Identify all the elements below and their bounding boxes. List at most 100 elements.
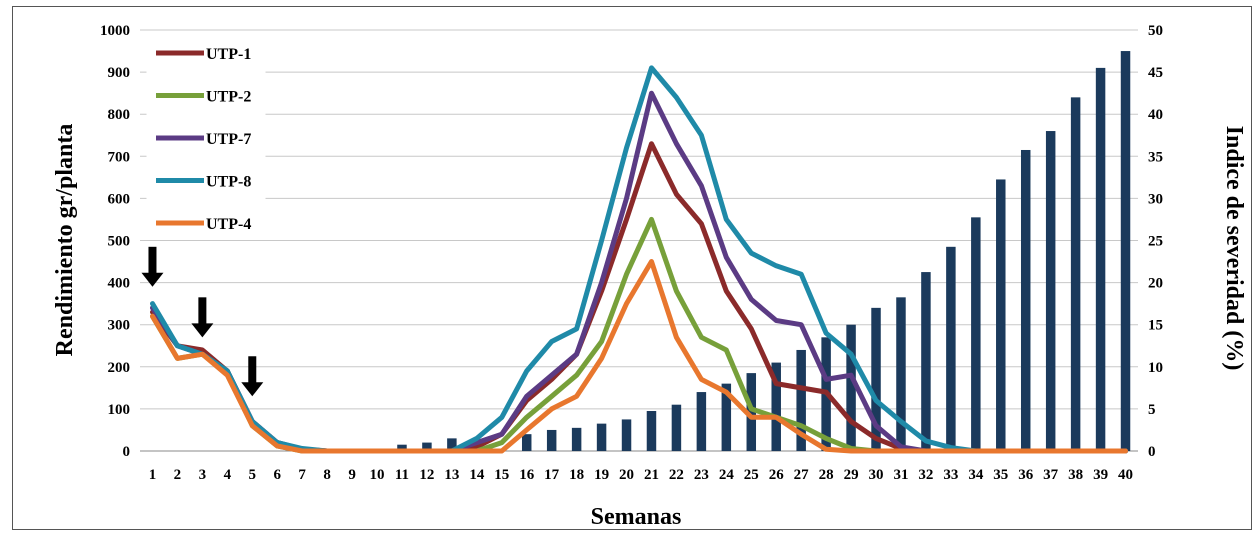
bar-series <box>397 51 1131 452</box>
x-tick-label: 12 <box>419 467 434 483</box>
bar <box>521 434 532 451</box>
arrow-head <box>241 382 264 397</box>
x-tick-label: 18 <box>569 467 584 483</box>
x-tick-label: 37 <box>1043 467 1059 483</box>
y-right-tick-label: 35 <box>1148 149 1163 165</box>
arrow-shaft <box>198 297 207 325</box>
x-tick-label: 35 <box>993 467 1008 483</box>
bar <box>596 423 607 451</box>
x-tick-label: 10 <box>370 467 385 483</box>
bar <box>1095 67 1106 451</box>
x-axis-title: Semanas <box>591 504 682 530</box>
y-right-tick-label: 25 <box>1148 234 1163 250</box>
x-tick-label: 9 <box>348 467 356 483</box>
legend-label: UTP-7 <box>206 131 251 148</box>
y-left-tick-label: 0 <box>123 444 131 460</box>
bar <box>447 438 457 451</box>
y-right-tick-label: 0 <box>1148 444 1156 460</box>
y-left-tick-label: 400 <box>108 276 131 292</box>
y-left-tick-label: 1000 <box>100 23 130 39</box>
bar <box>571 427 582 451</box>
x-tick-label: 23 <box>694 467 709 483</box>
x-tick-label: 36 <box>1018 467 1034 483</box>
y-axis-left: 0 100 200 300 400 500 600 700 800 900 1000 <box>100 23 130 460</box>
bar <box>946 246 956 451</box>
x-tick-label: 5 <box>249 467 257 483</box>
legend: UTP-1 UTP-2 UTP-7 UTP-8 UTP-4 <box>146 33 266 240</box>
x-tick-label: 29 <box>844 467 859 483</box>
x-tick-label: 7 <box>298 467 306 483</box>
y-right-tick-label: 30 <box>1148 191 1163 207</box>
x-tick-label: 38 <box>1068 467 1083 483</box>
down-arrow-icon <box>191 297 214 338</box>
bar <box>671 404 682 451</box>
line-series <box>150 65 1128 454</box>
x-tick-label: 26 <box>769 467 785 483</box>
y-right-tick-label: 50 <box>1148 23 1163 39</box>
y-right-tick-label: 20 <box>1148 276 1163 292</box>
bar <box>621 419 632 451</box>
x-tick-label: 8 <box>323 467 331 483</box>
x-tick-label: 32 <box>918 467 933 483</box>
y-right-tick-label: 40 <box>1148 107 1163 123</box>
x-tick-label: 33 <box>943 467 958 483</box>
x-tick-label: 39 <box>1093 467 1108 483</box>
arrow-head <box>141 272 164 287</box>
x-tick-label: 20 <box>619 467 634 483</box>
x-tick-label: 21 <box>644 467 659 483</box>
arrow-shaft <box>148 246 157 274</box>
chart-frame <box>12 6 1252 530</box>
y-left-tick-label: 600 <box>108 191 131 207</box>
bar <box>696 392 707 451</box>
down-arrow-icon <box>141 246 164 287</box>
bar <box>846 324 856 451</box>
bar <box>1045 131 1056 452</box>
bar <box>1020 149 1031 452</box>
bar <box>397 444 407 451</box>
bar <box>971 217 981 451</box>
x-tick-label: 31 <box>893 467 908 483</box>
x-tick-label: 16 <box>519 467 535 483</box>
x-tick-label: 11 <box>395 467 409 483</box>
x-tick-label: 34 <box>968 467 984 483</box>
arrow-head <box>191 323 214 338</box>
bar <box>896 297 906 451</box>
y-right-tick-label: 15 <box>1148 318 1163 334</box>
bar <box>646 411 657 451</box>
x-tick-label: 6 <box>273 467 281 483</box>
x-tick-label: 19 <box>594 467 609 483</box>
bar <box>921 272 931 451</box>
bar <box>1070 97 1081 452</box>
bar <box>871 307 881 451</box>
y-axis-left-title: Rendimiento gr/planta <box>52 124 78 357</box>
x-tick-label: 25 <box>744 467 759 483</box>
legend-label: UTP-2 <box>206 89 251 106</box>
x-tick-label: 3 <box>199 467 207 483</box>
bar <box>746 373 757 451</box>
legend-label: UTP-1 <box>206 46 251 63</box>
y-right-tick-label: 45 <box>1148 65 1163 81</box>
y-left-tick-label: 200 <box>108 360 131 376</box>
y-axis-right-title: Indice de severidad (%) <box>1221 126 1247 371</box>
bar <box>996 179 1006 451</box>
arrow-shaft <box>248 356 257 384</box>
x-tick-label: 2 <box>174 467 182 483</box>
x-axis: 1 2 3 4 5 6 7 8 9 10 11 12 13 14 15 16 17 18 19 20 21 22 23 24 2… <box>149 467 1133 483</box>
series-line-utp-4 <box>150 259 1128 454</box>
bar <box>796 349 806 451</box>
bar <box>1120 51 1131 452</box>
x-tick-label: 14 <box>469 467 485 483</box>
y-left-tick-label: 900 <box>108 65 131 81</box>
x-tick-label: 4 <box>224 467 232 483</box>
legend-label: UTP-4 <box>206 216 251 233</box>
arrow-annotations <box>141 246 264 397</box>
gridlines <box>140 29 1138 452</box>
x-tick-label: 22 <box>669 467 684 483</box>
x-tick-label: 24 <box>719 467 735 483</box>
bar <box>422 442 432 451</box>
y-right-tick-label: 5 <box>1148 402 1156 418</box>
legend-label: UTP-8 <box>206 174 251 191</box>
x-tick-label: 40 <box>1118 467 1133 483</box>
y-axis-right: 0 5 10 15 20 25 30 35 40 45 50 <box>1148 23 1163 460</box>
